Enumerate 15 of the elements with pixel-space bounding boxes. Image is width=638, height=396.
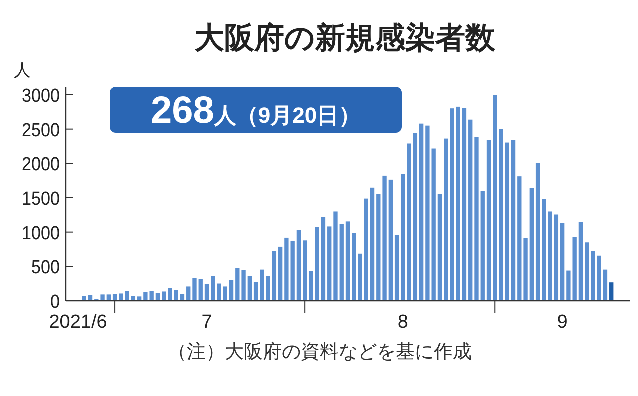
text: （注）大阪府の資料などを基に作成 (168, 341, 472, 363)
y-tick-label: 2000 (22, 154, 64, 176)
x-tick-label: 7 (202, 312, 212, 333)
y-tick-label: 2500 (22, 120, 64, 142)
y-axis-title: 人 (14, 61, 31, 80)
x-tick-label: 8 (398, 312, 408, 333)
y-tick-label: 3000 (22, 86, 64, 107)
x-tick-label: 2021/6 (49, 312, 108, 333)
y-tick-label: 500 (32, 258, 64, 279)
x-tick-label: 9 (557, 312, 568, 333)
y-tick-label: 0 (50, 292, 62, 313)
y-tick-label: 1500 (22, 189, 64, 210)
annotation: 268人（9月20日） (150, 90, 362, 132)
chart-title: 大阪府の新規感染者数 (194, 21, 496, 55)
y-tick-label: 1000 (22, 223, 64, 244)
